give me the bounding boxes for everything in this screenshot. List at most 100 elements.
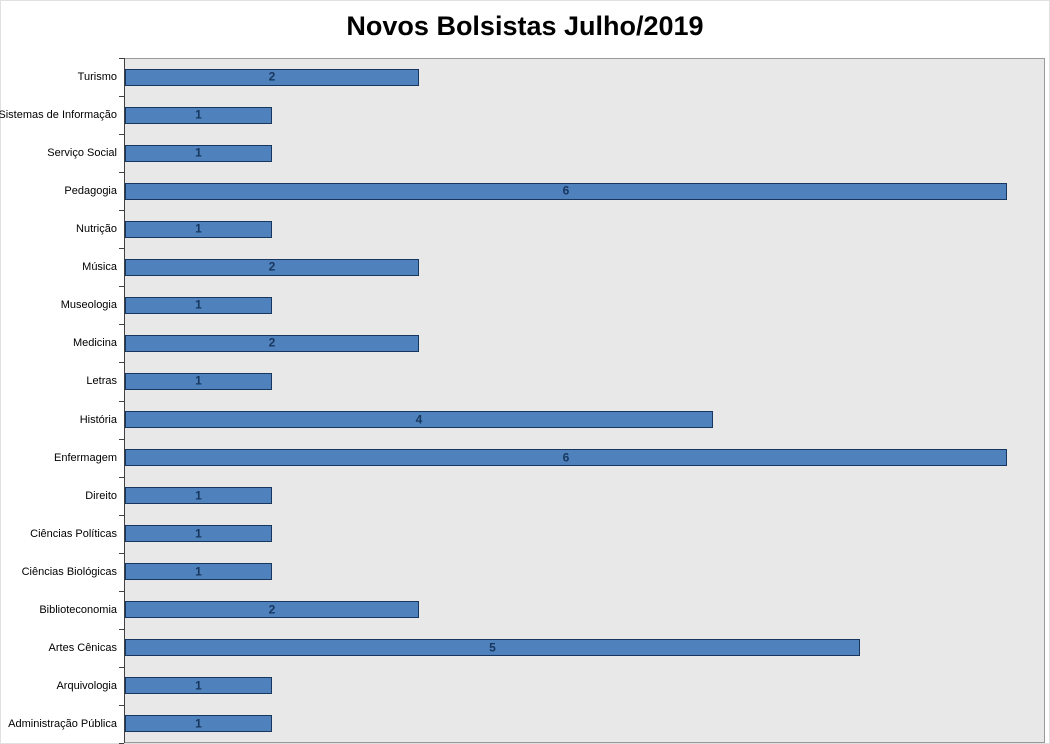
bar: 2 xyxy=(125,334,419,352)
category-label: Medicina xyxy=(72,337,117,350)
data-label: 1 xyxy=(195,716,202,731)
chart-row: Administração Pública 1 xyxy=(1,705,1049,743)
category-label: Administração Pública xyxy=(8,717,117,730)
bar: 1 xyxy=(125,296,272,314)
chart-row: Turismo 2 xyxy=(1,58,1049,96)
category-label: Letras xyxy=(86,375,117,388)
axis-tick xyxy=(119,286,124,288)
bar: 1 xyxy=(125,487,272,505)
data-label: 1 xyxy=(195,564,202,579)
chart-row: Pedagogia 6 xyxy=(1,172,1049,210)
axis-tick xyxy=(119,210,124,212)
axis-tick xyxy=(119,514,124,516)
bar: 6 xyxy=(125,449,1007,467)
bar-track: 1 xyxy=(125,362,1007,400)
bar: 1 xyxy=(125,220,272,238)
category-label: História xyxy=(79,413,117,426)
bar: 6 xyxy=(125,182,1007,200)
axis-tick xyxy=(119,172,124,174)
bar-track: 4 xyxy=(125,401,1007,439)
bar: 1 xyxy=(125,144,272,162)
chart-row: Sistemas de Informação 1 xyxy=(0,96,1049,134)
category-label: Ciências Biológicas xyxy=(21,565,117,578)
bar-track: 1 xyxy=(125,134,1007,172)
bar: 1 xyxy=(125,106,272,124)
bar-track: 1 xyxy=(125,515,1007,553)
data-label: 1 xyxy=(195,145,202,160)
category-label: Música xyxy=(82,261,117,274)
axis-tick xyxy=(119,476,124,478)
chart-row: Ciências Biológicas 1 xyxy=(1,553,1049,591)
category-axis xyxy=(124,58,125,743)
data-label: 1 xyxy=(195,373,202,388)
chart-row: Artes Cênicas 5 xyxy=(1,629,1049,667)
axis-ticks xyxy=(119,58,124,744)
chart-row: Biblioteconomia 2 xyxy=(1,591,1049,629)
chart-row: Direito 1 xyxy=(1,477,1049,515)
data-label: 1 xyxy=(195,221,202,236)
axis-tick xyxy=(119,400,124,402)
bar: 1 xyxy=(125,563,272,581)
bar: 1 xyxy=(125,715,272,733)
bar-track: 2 xyxy=(125,324,1007,362)
chart-rows: Turismo 2 Sistemas de Informação 1 Serviço S… xyxy=(0,58,1049,743)
category-label: Biblioteconomia xyxy=(39,603,117,616)
category-label: Nutrição xyxy=(76,223,117,236)
category-label: Enfermagem xyxy=(54,451,117,464)
category-label: Serviço Social xyxy=(47,147,117,160)
chart-row: Medicina 2 xyxy=(1,324,1049,362)
bar: 2 xyxy=(125,601,419,619)
category-label: Direito xyxy=(85,489,117,502)
bar-track: 1 xyxy=(125,210,1007,248)
bar-track: 1 xyxy=(125,553,1007,591)
category-label: Arquivologia xyxy=(56,679,117,692)
axis-tick xyxy=(119,96,124,98)
data-label: 1 xyxy=(195,488,202,503)
axis-tick xyxy=(119,324,124,326)
category-label: Pedagogia xyxy=(64,185,117,198)
data-label: 1 xyxy=(195,526,202,541)
bar: 1 xyxy=(125,372,272,390)
data-label: 1 xyxy=(195,297,202,312)
axis-tick xyxy=(119,628,124,630)
chart-row: Enfermagem 6 xyxy=(1,439,1049,477)
bar-track: 2 xyxy=(125,591,1007,629)
bar-track: 5 xyxy=(125,629,1007,667)
bar-track: 1 xyxy=(125,705,1007,743)
bar-track: 2 xyxy=(125,58,1007,96)
bar: 4 xyxy=(125,411,713,429)
bar: 1 xyxy=(125,525,272,543)
data-label: 1 xyxy=(195,678,202,693)
axis-tick xyxy=(119,438,124,440)
axis-tick xyxy=(119,552,124,554)
data-label: 1 xyxy=(195,107,202,122)
bar-track: 1 xyxy=(125,477,1007,515)
bar-track: 1 xyxy=(125,96,1007,134)
axis-tick xyxy=(119,362,124,364)
data-label: 2 xyxy=(268,259,276,274)
bar-track: 1 xyxy=(125,667,1007,705)
chart-row: Arquivologia 1 xyxy=(1,667,1049,705)
bar: 5 xyxy=(125,639,860,657)
data-label: 6 xyxy=(562,450,570,465)
data-label: 2 xyxy=(268,335,276,350)
bar: 2 xyxy=(125,258,419,276)
data-label: 6 xyxy=(562,183,570,198)
bar-track: 1 xyxy=(125,286,1007,324)
bar: 1 xyxy=(125,677,272,695)
axis-tick xyxy=(119,134,124,136)
chart-row: Música 2 xyxy=(1,248,1049,286)
bar-track: 6 xyxy=(125,439,1007,477)
category-label: Artes Cênicas xyxy=(48,641,117,654)
data-label: 5 xyxy=(489,640,496,655)
data-label: 2 xyxy=(268,602,276,617)
category-label: Sistemas de Informação xyxy=(0,109,117,122)
data-label: 4 xyxy=(415,411,423,426)
axis-tick xyxy=(119,704,124,706)
category-label: Turismo xyxy=(77,71,117,84)
axis-tick xyxy=(119,248,124,250)
category-label: Ciências Políticas xyxy=(30,527,117,540)
chart-row: Museologia 1 xyxy=(1,286,1049,324)
axis-tick xyxy=(119,590,124,592)
